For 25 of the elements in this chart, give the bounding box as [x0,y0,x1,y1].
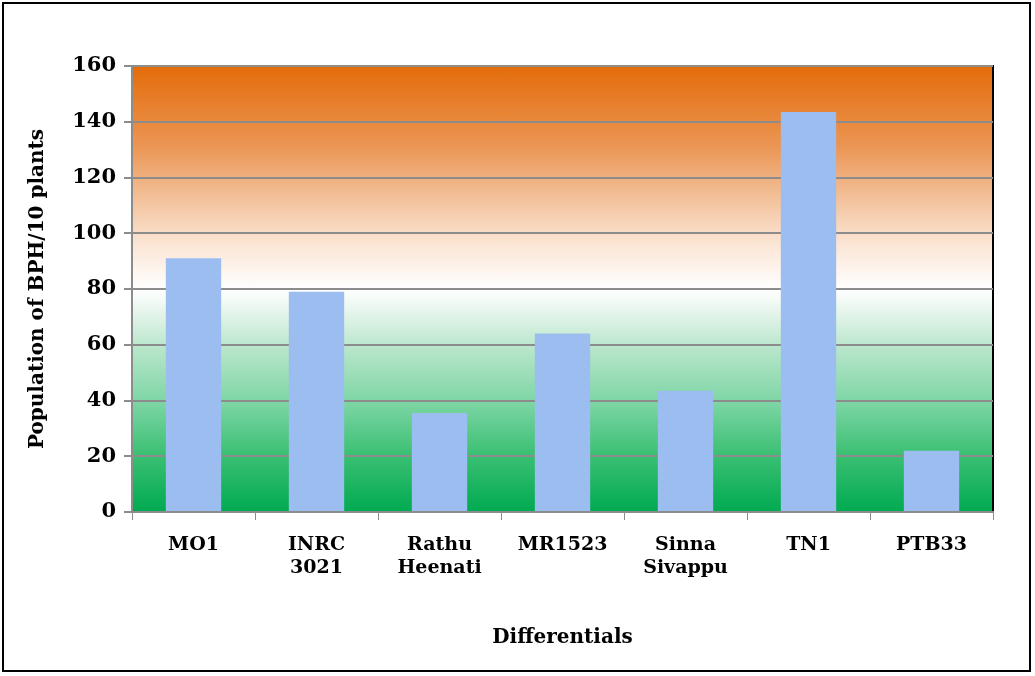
x-tick-label: MR1523 [517,532,608,555]
y-tick-label: 60 [86,330,116,356]
x-tick-label: Sinna Sivappu [643,532,729,578]
x-tick-label: MO1 [168,532,219,555]
y-tick-label: 120 [72,162,116,188]
x-tick-label: INRC 3021 [287,532,346,578]
bar [534,333,591,511]
y-tick-label: 20 [86,441,116,467]
bar [165,258,222,511]
x-axis-title: Differentials [492,624,633,649]
x-tick-label: Rathu Heenati [397,532,482,578]
y-tick-label: 100 [72,218,116,244]
y-tick-label: 140 [72,107,116,133]
bar [780,111,837,511]
bar [411,413,468,511]
y-tick-label: 40 [86,385,116,411]
bar [288,291,345,511]
x-tick-label: PTB33 [896,532,967,555]
bar [657,390,714,511]
bar [903,450,960,511]
y-tick-label: 0 [101,497,116,523]
y-axis-title: Population of BPH/10 plants [24,128,49,450]
y-tick-label: 160 [72,51,116,77]
y-tick-label: 80 [86,274,116,300]
x-tick-label: TN1 [786,532,831,555]
